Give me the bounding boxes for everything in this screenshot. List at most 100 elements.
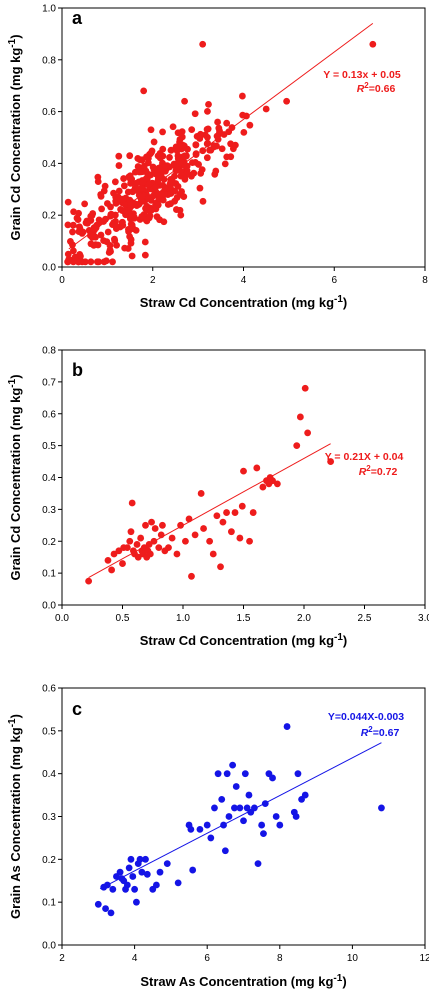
data-point xyxy=(269,774,276,782)
data-point xyxy=(125,864,133,872)
x-tick-label: 4 xyxy=(132,953,138,964)
data-point xyxy=(163,860,171,868)
data-point xyxy=(283,723,291,730)
y-tick-label: 0.1 xyxy=(42,569,56,580)
data-point xyxy=(136,855,144,863)
data-point xyxy=(128,499,136,507)
data-point xyxy=(228,528,235,536)
data-point xyxy=(151,168,159,176)
x-tick-label: 3.0 xyxy=(418,613,429,624)
data-point xyxy=(182,171,190,179)
data-point xyxy=(223,153,231,161)
data-point xyxy=(81,258,89,266)
data-point xyxy=(240,467,247,475)
data-point xyxy=(127,239,135,247)
data-point xyxy=(209,550,217,558)
data-point xyxy=(101,182,109,190)
data-point xyxy=(301,791,309,799)
data-point xyxy=(169,123,177,131)
y-tick-label: 0.8 xyxy=(42,55,56,66)
data-point xyxy=(108,210,115,218)
data-point xyxy=(261,800,269,808)
data-point xyxy=(75,209,82,217)
data-point xyxy=(94,900,102,908)
y-axis-label: Grain Cd Concentration (mg kg-1) xyxy=(7,374,23,580)
data-point xyxy=(196,184,204,192)
data-point xyxy=(189,866,197,874)
data-point xyxy=(113,241,120,249)
data-point xyxy=(188,172,195,180)
data-point xyxy=(185,515,193,523)
data-point xyxy=(94,173,102,181)
x-tick-label: 1.0 xyxy=(176,613,190,624)
data-point xyxy=(273,480,281,488)
data-point xyxy=(246,121,254,129)
data-point xyxy=(168,534,176,542)
data-point xyxy=(64,250,72,258)
y-tick-label: 0.7 xyxy=(42,377,56,388)
data-point xyxy=(174,879,182,887)
r-squared-label: R2=0.66 xyxy=(357,81,396,95)
data-point xyxy=(250,804,258,812)
data-point xyxy=(69,258,77,266)
data-point xyxy=(211,170,219,178)
data-point xyxy=(220,821,227,829)
data-point xyxy=(115,187,123,195)
data-point xyxy=(184,145,191,153)
data-point xyxy=(128,252,136,260)
data-point xyxy=(258,821,266,829)
data-point xyxy=(210,142,218,149)
data-point xyxy=(150,537,158,545)
y-tick-label: 0.2 xyxy=(42,537,56,548)
data-point xyxy=(191,110,199,118)
data-point xyxy=(64,221,72,229)
data-point xyxy=(109,258,116,266)
data-point xyxy=(177,211,185,219)
data-point xyxy=(240,817,247,825)
data-point xyxy=(183,162,191,170)
data-point xyxy=(171,172,178,180)
data-point xyxy=(134,553,142,561)
data-point xyxy=(147,126,155,134)
data-point xyxy=(217,563,224,571)
data-point xyxy=(327,458,335,465)
data-point xyxy=(127,855,135,863)
data-point xyxy=(166,154,173,161)
data-point xyxy=(262,105,270,113)
y-tick-label: 0.6 xyxy=(42,409,56,420)
data-point xyxy=(166,163,174,171)
data-point xyxy=(138,868,146,876)
data-point xyxy=(107,248,114,255)
data-point xyxy=(116,868,124,876)
data-point xyxy=(214,118,222,126)
data-point xyxy=(231,141,239,149)
y-tick-label: 0.8 xyxy=(42,346,56,357)
x-axis-label: Straw Cd Concentration (mg kg-1) xyxy=(140,632,348,648)
data-point xyxy=(104,556,112,564)
data-point xyxy=(75,258,83,266)
data-point xyxy=(138,213,146,220)
data-point xyxy=(129,225,137,233)
data-point xyxy=(104,200,111,207)
data-point xyxy=(294,770,302,778)
data-point xyxy=(141,251,149,259)
data-point xyxy=(269,477,276,485)
data-point xyxy=(143,870,151,878)
y-tick-label: 0.1 xyxy=(42,898,56,909)
y-tick-label: 1.0 xyxy=(42,4,56,15)
y-tick-label: 0.5 xyxy=(42,441,56,452)
data-point xyxy=(85,577,93,585)
data-point xyxy=(87,240,95,248)
data-point xyxy=(213,512,221,520)
data-point xyxy=(167,200,174,208)
data-point xyxy=(159,521,166,529)
data-point xyxy=(115,152,123,160)
data-point xyxy=(153,213,161,221)
data-point xyxy=(238,502,246,510)
y-tick-label: 0.0 xyxy=(42,941,56,952)
data-point xyxy=(133,898,140,906)
data-point xyxy=(253,464,261,472)
data-point xyxy=(121,244,129,252)
data-point xyxy=(160,218,168,226)
